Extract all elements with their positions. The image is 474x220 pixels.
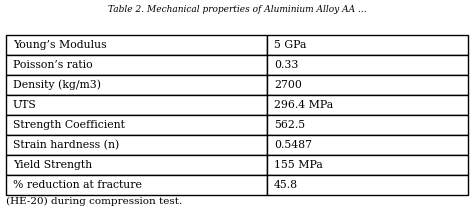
- Bar: [267, 55, 468, 75]
- Text: Yield Strength: Yield Strength: [13, 160, 92, 170]
- Text: 45.8: 45.8: [274, 180, 298, 190]
- Text: % reduction at fracture: % reduction at fracture: [13, 180, 142, 190]
- Bar: [6, 35, 267, 55]
- Text: Density (kg/m3): Density (kg/m3): [13, 80, 101, 90]
- Text: 5 GPa: 5 GPa: [274, 40, 307, 50]
- Text: 562.5: 562.5: [274, 120, 305, 130]
- Text: Young’s Modulus: Young’s Modulus: [13, 40, 107, 50]
- Text: Poisson’s ratio: Poisson’s ratio: [13, 60, 92, 70]
- Text: UTS: UTS: [13, 100, 36, 110]
- Bar: [6, 75, 267, 95]
- Text: 0.5487: 0.5487: [274, 140, 312, 150]
- Text: 2700: 2700: [274, 80, 302, 90]
- Bar: [6, 175, 267, 195]
- Bar: [267, 75, 468, 95]
- Bar: [6, 115, 267, 135]
- Text: 155 MPa: 155 MPa: [274, 160, 323, 170]
- Bar: [6, 55, 267, 75]
- Text: (HE-20) during compression test.: (HE-20) during compression test.: [6, 197, 182, 206]
- Text: 296.4 MPa: 296.4 MPa: [274, 100, 333, 110]
- Text: Strength Coefficient: Strength Coefficient: [13, 120, 125, 130]
- Text: 0.33: 0.33: [274, 60, 299, 70]
- Bar: [267, 115, 468, 135]
- Text: Strain hardness (n): Strain hardness (n): [13, 140, 119, 150]
- Bar: [267, 155, 468, 175]
- Bar: [6, 155, 267, 175]
- Bar: [267, 175, 468, 195]
- Bar: [6, 135, 267, 155]
- Text: Table 2. Mechanical properties of Aluminium Alloy AA ...: Table 2. Mechanical properties of Alumin…: [108, 6, 366, 15]
- Bar: [267, 135, 468, 155]
- Bar: [267, 95, 468, 115]
- Bar: [6, 95, 267, 115]
- Bar: [267, 35, 468, 55]
